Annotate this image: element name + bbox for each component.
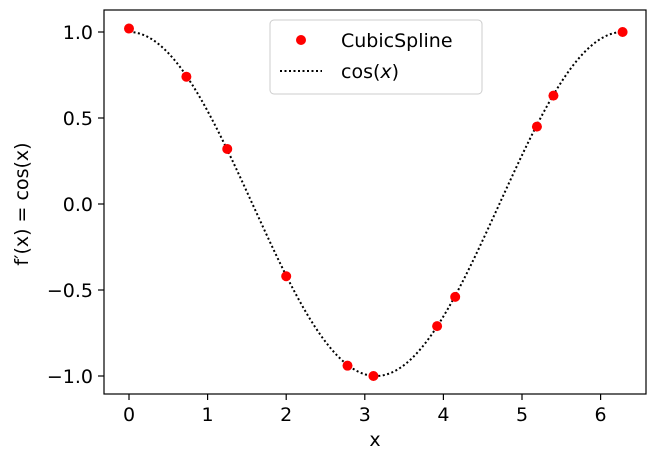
data-point xyxy=(450,291,461,302)
data-point xyxy=(368,371,379,381)
legend-label-cos-var: x xyxy=(379,61,392,83)
data-point xyxy=(617,27,628,37)
y-tick-label: −1.0 xyxy=(47,366,93,388)
y-tick-label: 0.0 xyxy=(63,194,93,216)
data-point xyxy=(181,71,192,82)
legend-label-cos: cos(x) xyxy=(341,61,399,83)
y-axis-label: f′(x) = cos(x) xyxy=(11,142,33,265)
y-tick-label: −0.5 xyxy=(47,280,93,302)
x-tick-label: 6 xyxy=(595,404,607,426)
y-tick-label: 0.5 xyxy=(63,108,93,130)
legend-label-cos-suffix: ) xyxy=(392,61,399,83)
x-tick-label: 1 xyxy=(202,404,214,426)
data-point xyxy=(531,121,542,132)
series-cubicspline-markers xyxy=(124,23,628,381)
legend-label-cos-prefix: cos( xyxy=(341,61,380,83)
x-tick-label: 0 xyxy=(123,404,135,426)
data-point xyxy=(432,321,443,332)
x-tick-label: 3 xyxy=(359,404,371,426)
legend: CubicSpline cos(x) xyxy=(269,19,483,95)
legend-marker-cubicspline xyxy=(296,35,306,45)
data-point xyxy=(281,271,292,282)
y-tick-label: 1.0 xyxy=(63,22,93,44)
legend-frame xyxy=(269,19,483,95)
legend-label-cubicspline: CubicSpline xyxy=(341,30,453,52)
x-tick-label: 5 xyxy=(516,404,528,426)
data-point xyxy=(222,143,233,154)
x-tick-label: 2 xyxy=(280,404,292,426)
x-tick-label: 4 xyxy=(437,404,449,426)
data-point xyxy=(548,90,559,101)
series-cos-line xyxy=(128,31,623,378)
data-point xyxy=(124,23,134,34)
y-axis-ticks: 1.0 0.5 0.0 −0.5 −1.0 xyxy=(47,22,104,388)
plot-area-frame xyxy=(103,9,647,395)
data-point xyxy=(342,360,353,371)
x-axis-ticks: 0 1 2 3 4 5 6 xyxy=(123,394,607,426)
x-axis-label: x xyxy=(369,429,380,451)
